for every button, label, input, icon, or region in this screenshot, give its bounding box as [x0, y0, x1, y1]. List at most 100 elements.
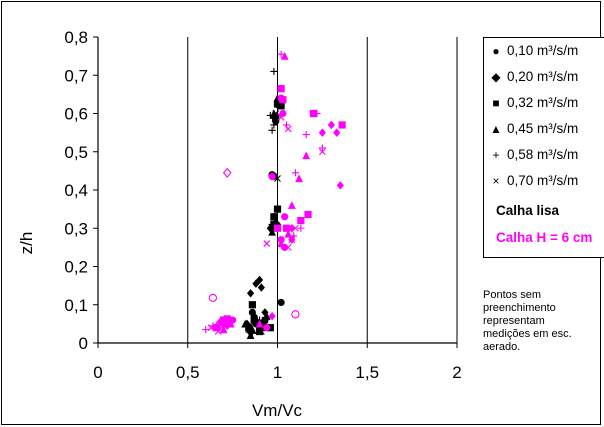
legend-label: 0,70 m³/s/m	[507, 173, 579, 188]
series-group	[222, 167, 232, 178]
data-point	[277, 113, 285, 121]
data-point	[304, 210, 312, 219]
data-point	[214, 328, 222, 335]
data-point	[226, 319, 235, 328]
data-point	[268, 220, 276, 229]
note-line: Pontos sem	[483, 289, 542, 301]
data-point	[302, 151, 311, 160]
data-point	[271, 216, 280, 225]
y-tick-label: 0,6	[64, 105, 88, 124]
data-point	[288, 236, 296, 244]
data-point	[263, 324, 271, 332]
legend-label: 0,10 m³/s/m	[507, 43, 579, 58]
grid-layer	[187, 37, 458, 343]
data-point	[280, 52, 289, 60]
data-point	[262, 312, 271, 320]
data-point	[302, 130, 310, 139]
series-group	[243, 67, 278, 338]
data-point	[268, 126, 276, 134]
data-point	[336, 181, 344, 190]
legend-label: 0,58 m³/s/m	[507, 147, 579, 162]
note-line: representam	[483, 315, 545, 327]
data-point	[292, 224, 299, 232]
data-point	[327, 120, 335, 130]
data-point	[266, 111, 274, 120]
y-tick-label: 0,1	[64, 296, 88, 315]
data-point	[273, 100, 282, 108]
marks-layer	[202, 50, 346, 339]
data-point	[279, 109, 287, 118]
legend-entry: ■ 0,32 m³/s/m	[484, 93, 578, 113]
note-line: aerado.	[483, 341, 521, 353]
series-group	[208, 293, 300, 319]
data-point	[313, 109, 321, 118]
data-point	[270, 121, 278, 129]
data-point	[246, 289, 255, 298]
y-tick-label: 0,3	[64, 219, 88, 238]
legend-marker-icon: ●	[492, 44, 500, 58]
y-axis-title: z/h	[17, 232, 36, 255]
data-point	[223, 315, 231, 323]
data-point	[202, 326, 210, 334]
data-point	[261, 316, 269, 324]
x-tick-label: 1	[273, 363, 282, 382]
x-tick-label: 0,5	[176, 363, 200, 382]
legend-entry: ◆ 0,20 m³/s/m	[484, 67, 578, 87]
legend-color-label: Calha lisa	[496, 203, 560, 218]
series-group	[243, 97, 283, 329]
data-point	[281, 213, 289, 221]
data-point	[277, 50, 285, 58]
data-point	[277, 239, 285, 248]
data-point	[255, 319, 264, 328]
x-axis-title: Vm/Vc	[252, 401, 303, 420]
y-tick-label: 0	[79, 334, 88, 353]
data-point	[222, 167, 232, 178]
series-group	[207, 113, 326, 335]
data-point	[263, 240, 271, 247]
y-tick-label: 0,5	[64, 143, 88, 162]
data-point	[333, 128, 341, 137]
note-line: medições em esc.	[483, 328, 572, 340]
data-point	[277, 85, 285, 93]
series-group	[220, 94, 289, 332]
data-point	[318, 144, 326, 152]
data-point	[284, 243, 292, 251]
data-point	[250, 314, 258, 322]
series-group	[246, 102, 285, 336]
legend-entry: ▲ 0,45 m³/s/m	[484, 119, 578, 139]
data-point	[208, 293, 218, 303]
data-point	[268, 173, 276, 181]
legend-marker-icon: ▲	[490, 122, 502, 136]
data-point	[288, 224, 296, 233]
data-point	[270, 67, 278, 76]
legend-note: Pontos sem preenchimento representam mediçõ…	[483, 289, 593, 354]
data-point	[297, 224, 305, 232]
data-point	[252, 279, 260, 288]
data-point	[284, 125, 292, 133]
data-point	[270, 213, 278, 221]
axis-layer: 0 0,1 0,2 0,3 0,4 0,5 0,6 0,7 0,8 0 0,5 1 1,5 2	[64, 28, 461, 382]
legend-entry: +0,58 m³/s/m	[484, 145, 578, 165]
data-point	[222, 318, 229, 326]
legend-marker-icon: ◆	[491, 70, 501, 84]
series-group	[245, 110, 281, 335]
x-tick-label: 0	[93, 363, 102, 382]
data-point	[279, 96, 287, 104]
y-tick-label: 0,7	[64, 66, 88, 85]
data-point	[219, 325, 228, 334]
data-point	[291, 169, 300, 177]
data-point	[268, 312, 276, 321]
x-tick-label: 2	[452, 363, 461, 382]
legend: ● 0,10 m³/s/m ◆ 0,20 m³/s/m ■ 0,32 m³/s/m ▲ 0,4…	[483, 37, 604, 258]
data-point	[207, 324, 215, 332]
data-point	[295, 174, 303, 183]
x-tick-label: 1,5	[355, 363, 379, 382]
data-point	[268, 227, 277, 236]
legend-color-label: Calha H = 6 cm	[496, 230, 593, 245]
note-line: preenchimento	[483, 302, 556, 314]
data-point	[273, 205, 282, 213]
legend-entry: × 0,70 m³/s/m	[484, 171, 578, 191]
legend-marker-icon: ×	[492, 174, 500, 188]
legend-marker-icon: ■	[492, 96, 500, 110]
